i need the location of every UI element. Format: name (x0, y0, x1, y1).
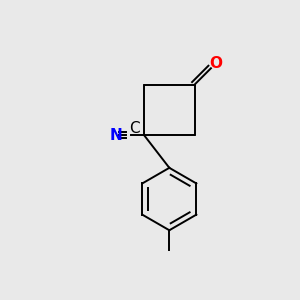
Text: N: N (110, 128, 122, 142)
Text: O: O (209, 56, 222, 71)
Text: C: C (129, 121, 140, 136)
